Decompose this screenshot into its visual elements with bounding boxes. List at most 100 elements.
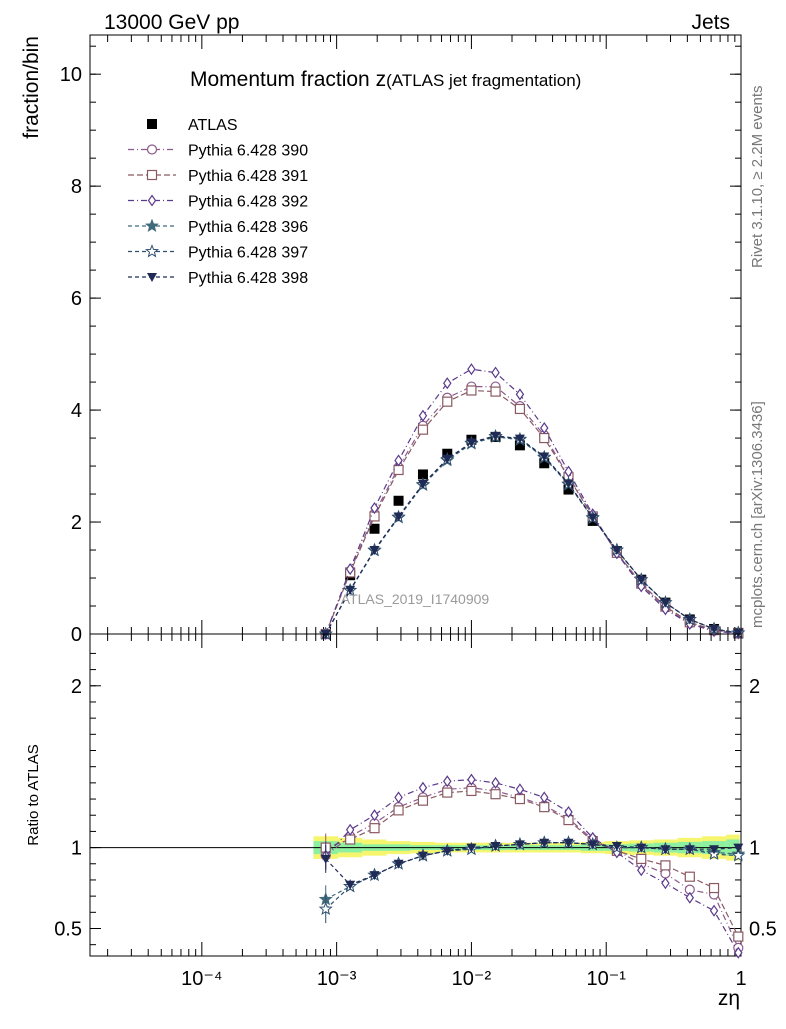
ratio-point: [418, 781, 428, 794]
data-point: [539, 432, 550, 444]
data-point: [540, 421, 549, 435]
legend-entry: Pythia 6.428 396: [128, 218, 308, 236]
x-axis-label: zη: [718, 987, 740, 1010]
analysis-label: ATLAS_2019_I1740909: [341, 591, 490, 607]
data-point: [491, 366, 500, 379]
chart-title-main: Momentum fraction z: [190, 68, 386, 91]
legend-marker: [147, 194, 157, 207]
ratio-point: [467, 773, 476, 786]
legend-marker: [144, 244, 160, 258]
x-tick-label: 1: [735, 968, 746, 990]
legend-entry: Pythia 6.428 398: [128, 270, 308, 287]
data-point: [539, 458, 550, 469]
ratio-point: [539, 802, 550, 813]
data-point: [370, 501, 379, 515]
data-point: [539, 452, 550, 462]
main-ytick-label: 2: [71, 512, 82, 534]
data-point: [417, 424, 429, 435]
data-point: [369, 523, 380, 534]
ratio-point: [417, 851, 428, 861]
ratio-line: [325, 778, 739, 954]
legend-entry: ATLAS: [147, 117, 238, 134]
chart-title-sub: (ATLAS jet fragmentation): [386, 71, 581, 90]
ratio-point: [515, 783, 525, 796]
data-point: [466, 438, 477, 448]
ratio-series-pythia-6-428-391: [320, 785, 744, 942]
ratio-ytick-label: 2: [71, 676, 82, 698]
process-label: Jets: [691, 11, 730, 34]
series-pythia-6-428-398: [320, 431, 744, 639]
ratio-point: [369, 823, 380, 834]
ratio-series-pythia-6-428-398: [320, 838, 744, 890]
ratio-point: [370, 809, 379, 822]
ratio-ytick-label: 1: [71, 838, 82, 860]
ratio-point: [587, 840, 598, 850]
ratio-point: [393, 859, 404, 869]
ratio-point: [466, 843, 477, 853]
data-point: [418, 409, 428, 422]
ratio-line: [325, 842, 739, 886]
main-ytick-label: 8: [71, 176, 82, 198]
ratio-line: [325, 790, 739, 937]
data-point: [636, 575, 647, 585]
data-point: [563, 484, 574, 495]
series-pythia-6-428-396: [318, 429, 746, 640]
data-point: [443, 377, 452, 390]
main-ytick-label: 10: [60, 64, 82, 86]
legend-label: Pythia 6.428 396: [188, 219, 308, 236]
data-point: [490, 386, 501, 397]
legend-entry: Pythia 6.428 391: [128, 168, 308, 185]
ratio-ylabel: Ratio to ATLAS: [25, 744, 42, 845]
ratio-ytick-label-right: 0.5: [749, 918, 777, 940]
legend-marker: [147, 119, 157, 129]
ratio-point: [490, 789, 501, 800]
data-point: [393, 495, 404, 506]
x-tick-label: 10⁻²: [452, 968, 492, 990]
data-point: [660, 598, 671, 608]
legend-entry: Pythia 6.428 392: [128, 194, 308, 211]
ratio-point: [394, 791, 403, 804]
ratio-point: [660, 860, 671, 871]
data-point: [514, 434, 525, 444]
energy-label: 13000 GeV pp: [104, 11, 239, 34]
ratio-point: [708, 882, 720, 894]
data-point: [417, 479, 428, 489]
data-point: [733, 628, 744, 638]
ratio-point: [466, 785, 477, 797]
legend-label: Pythia 6.428 391: [188, 168, 308, 185]
source-label: mcplots.cern.ch [arXiv:1306.3436]: [749, 401, 766, 628]
legend-label: Pythia 6.428 390: [188, 143, 308, 160]
chart-title: Momentum fraction z(ATLAS jet fragmentat…: [190, 68, 581, 91]
legend-marker: [146, 169, 158, 181]
ratio-point: [514, 793, 526, 805]
main-ylabel: fraction/bin: [20, 36, 43, 139]
x-tick-label: 10⁻³: [317, 968, 357, 990]
legend-label: Pythia 6.428 392: [188, 194, 308, 211]
ratio-panel: 0.5 0.5 1 1 2 2 10⁻⁴ 10⁻³ 10⁻² 10⁻¹ 1: [54, 633, 777, 990]
main-panel: 0 2 4 6 8 10: [60, 34, 746, 646]
data-point: [611, 546, 622, 556]
ratio-point: [734, 946, 743, 959]
x-tick-label: 10⁻⁴: [181, 968, 222, 990]
ratio-point: [685, 891, 695, 904]
data-point: [345, 563, 355, 576]
data-point: [563, 479, 574, 489]
ratio-ytick-label-right: 1: [749, 838, 760, 860]
ratio-frame: [89, 633, 742, 957]
data-point: [514, 440, 525, 451]
ratio-point: [442, 787, 453, 798]
ratio-point: [369, 871, 380, 881]
ratio-ytick-label-right: 2: [749, 676, 760, 698]
ratio-point: [345, 880, 356, 890]
legend-marker: [144, 218, 160, 232]
ratio-point: [684, 845, 695, 855]
ratio-point: [345, 834, 356, 845]
ratio-point: [731, 848, 746, 862]
data-point: [514, 403, 526, 415]
legend-label: Pythia 6.428 397: [188, 245, 308, 262]
legend-marker: [147, 273, 157, 282]
ratio-point: [345, 823, 355, 836]
data-point: [369, 546, 380, 556]
ratio-series-pythia-6-428-390: [320, 782, 744, 954]
series-line: [325, 435, 739, 635]
